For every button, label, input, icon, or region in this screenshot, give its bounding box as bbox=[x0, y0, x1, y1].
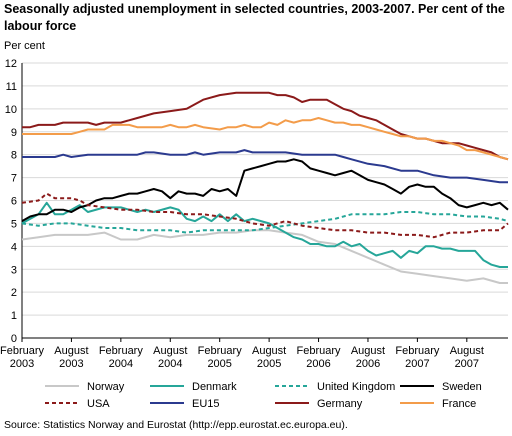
x-tick-label-month: August bbox=[450, 345, 484, 357]
y-tick-label: 7 bbox=[11, 173, 17, 185]
series-line-usa bbox=[21, 192, 509, 239]
series-line-united-kingdom bbox=[21, 211, 509, 234]
x-tick-label-month: August bbox=[351, 345, 385, 357]
x-tick-label-year: 2004 bbox=[109, 358, 133, 370]
x-tick-label-month: February bbox=[198, 345, 243, 357]
y-tick-label: 3 bbox=[11, 264, 17, 276]
series-line-eu15 bbox=[22, 149, 508, 184]
legend-label-france: France bbox=[442, 398, 476, 410]
x-tick-label-month: August bbox=[252, 345, 286, 357]
series-line-france bbox=[22, 117, 509, 161]
y-tick-label: 8 bbox=[11, 150, 17, 162]
legend-label-denmark: Denmark bbox=[192, 381, 237, 393]
x-tick-label-year: 2003 bbox=[10, 358, 34, 370]
source-note: Source: Statistics Norway and Eurostat (… bbox=[4, 419, 348, 431]
x-tick-label-month: August bbox=[54, 345, 88, 357]
y-tick-label: 12 bbox=[5, 58, 17, 70]
x-tick-label-month: August bbox=[153, 345, 187, 357]
x-tick-label-year: 2007 bbox=[455, 358, 479, 370]
y-tick-label: 11 bbox=[6, 81, 17, 93]
y-tick-label: 1 bbox=[11, 310, 17, 322]
legend-label-eu15: EU15 bbox=[192, 398, 220, 410]
y-tick-label: 0 bbox=[11, 333, 17, 345]
x-tick-label-month: February bbox=[395, 345, 440, 357]
legend-label-usa: USA bbox=[87, 398, 110, 410]
x-tick-label-year: 2005 bbox=[207, 358, 231, 370]
series-line-germany bbox=[22, 91, 509, 161]
x-tick-label-year: 2006 bbox=[356, 358, 380, 370]
legend-label-germany: Germany bbox=[317, 398, 363, 410]
series-lines bbox=[21, 91, 509, 284]
x-tick-label-year: 2007 bbox=[405, 358, 429, 370]
x-axis-ticks: February2003August2003February2004August… bbox=[0, 338, 484, 370]
y-tick-label: 9 bbox=[11, 127, 17, 139]
x-tick-label-month: February bbox=[0, 345, 45, 357]
x-tick-label-year: 2006 bbox=[306, 358, 330, 370]
series-line-norway bbox=[21, 229, 508, 284]
series-line-sweden bbox=[21, 158, 509, 222]
x-tick-label-year: 2004 bbox=[158, 358, 182, 370]
legend-label-norway: Norway bbox=[87, 381, 125, 393]
legend-label-sweden: Sweden bbox=[442, 381, 482, 393]
x-tick-label-month: February bbox=[297, 345, 342, 357]
x-tick-label-month: February bbox=[99, 345, 144, 357]
x-tick-label-year: 2003 bbox=[59, 358, 83, 370]
y-axis-unit-label: Per cent bbox=[4, 40, 45, 52]
y-tick-label: 4 bbox=[11, 241, 17, 253]
gridlines bbox=[21, 62, 508, 339]
series-line-denmark bbox=[21, 201, 508, 268]
x-tick-label-year: 2005 bbox=[257, 358, 281, 370]
y-tick-label: 2 bbox=[11, 287, 17, 299]
y-tick-label: 6 bbox=[11, 196, 17, 208]
legend-label-united-kingdom: United Kingdom bbox=[317, 381, 395, 393]
y-tick-label: 10 bbox=[5, 104, 17, 116]
chart-title: Seasonally adjusted unemployment in sele… bbox=[4, 2, 505, 33]
y-tick-label: 5 bbox=[11, 218, 17, 230]
legend: Norway Denmark United Kingdom Sweden USA EU15… bbox=[45, 381, 482, 410]
